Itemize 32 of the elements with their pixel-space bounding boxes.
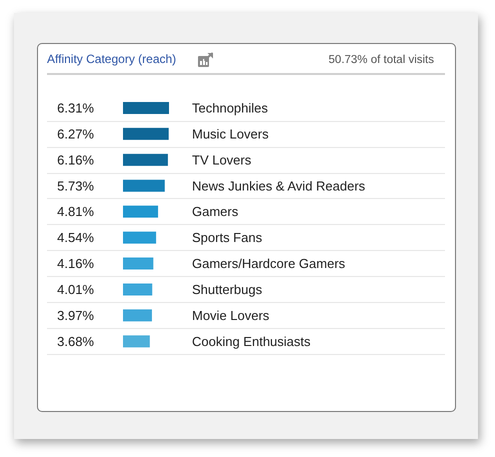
y-tick-label: Gamers/Hardcore Gamers xyxy=(192,256,346,272)
y-tick-label: Sports Fans xyxy=(192,230,263,246)
bar xyxy=(123,309,152,322)
bar xyxy=(123,335,150,348)
data-label: 6.27% xyxy=(57,126,94,142)
y-tick-label: Technophiles xyxy=(192,100,268,116)
data-label: 6.31% xyxy=(57,100,94,116)
y-tick-label: Gamers xyxy=(192,204,239,220)
data-label: 4.54% xyxy=(57,230,94,246)
bar xyxy=(123,206,158,218)
y-tick-label: TV Lovers xyxy=(192,152,252,168)
bar xyxy=(123,283,152,296)
bar xyxy=(123,128,169,140)
bar xyxy=(123,232,156,244)
bar xyxy=(123,102,169,114)
bar xyxy=(123,180,165,192)
y-tick-label: Music Lovers xyxy=(192,126,270,142)
data-label: 3.97% xyxy=(57,308,94,323)
bar xyxy=(123,154,168,166)
data-label: 6.16% xyxy=(57,152,94,168)
y-tick-label: Cooking Enthusiasts xyxy=(192,334,312,349)
data-label: 5.73% xyxy=(57,178,94,194)
y-tick-label: Movie Lovers xyxy=(192,308,270,323)
y-tick-label: News Junkies & Avid Readers xyxy=(192,178,366,194)
data-label: 3.68% xyxy=(57,334,94,349)
chart-title: Affinity Category (reach) xyxy=(47,52,176,66)
data-label: 4.16% xyxy=(57,256,94,272)
data-label: 4.81% xyxy=(57,204,94,220)
text: 50.73% of total visits xyxy=(328,54,434,66)
y-tick-label: Shutterbugs xyxy=(192,282,263,297)
data-label: 4.01% xyxy=(57,282,94,297)
bar xyxy=(123,258,154,270)
